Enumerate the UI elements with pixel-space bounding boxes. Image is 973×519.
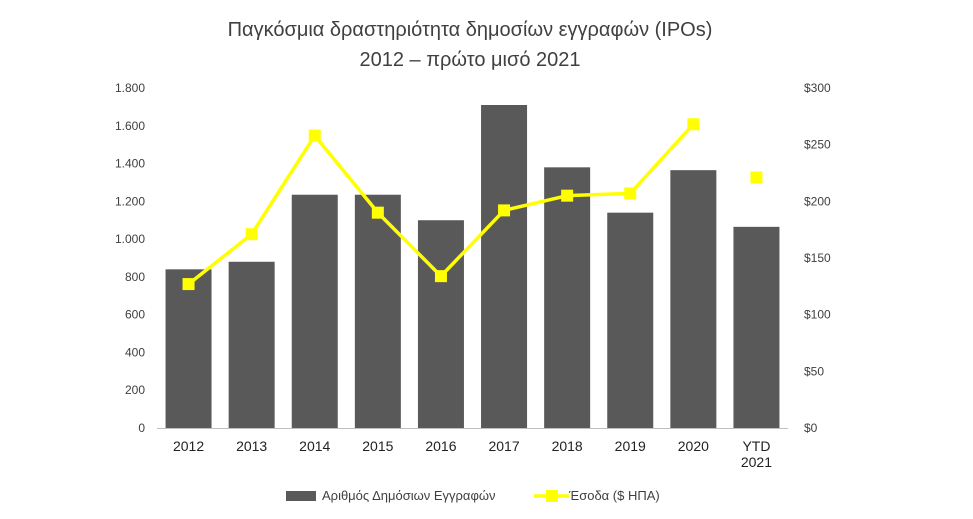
category-label: 2014: [299, 438, 330, 454]
right-tick-label: $200: [804, 194, 831, 208]
legend-bar-swatch: [286, 491, 316, 501]
left-tick-label: 400: [125, 345, 145, 359]
left-tick-label: 800: [125, 270, 145, 284]
line-point: [434, 270, 447, 283]
legend-bar-label: Αριθμός Δημόσιων Εγγραφών: [322, 488, 496, 503]
left-tick-label: 200: [125, 383, 145, 397]
line-point: [498, 204, 511, 217]
right-tick-label: $0: [804, 421, 818, 435]
line-point: [561, 189, 574, 202]
category-label: 2020: [678, 438, 709, 454]
right-tick-label: $150: [804, 251, 831, 265]
right-tick-label: $250: [804, 138, 831, 152]
category-label: 2021: [741, 454, 772, 470]
line-point: [245, 228, 258, 241]
line-point: [624, 187, 637, 200]
left-axis: 0 200 400 600 800 1.000 1.200 1.400 1.600 1.800: [115, 81, 145, 435]
category-label: 2018: [552, 438, 583, 454]
category-label: 2017: [488, 438, 519, 454]
bar: [733, 226, 780, 428]
chart-title-line-1: Παγκόσμια δραστηριότητα δημοσίων εγγραφώ…: [228, 19, 713, 41]
legend-line-marker: [546, 490, 558, 502]
category-label: 2013: [236, 438, 267, 454]
left-tick-label: 1.000: [115, 232, 145, 246]
bar: [670, 170, 717, 428]
legend: Αριθμός Δημόσιων Εγγραφών Έσοδα ($ ΗΠΑ): [286, 488, 660, 503]
line-series: [182, 118, 763, 291]
bar: [417, 220, 464, 428]
bar: [354, 194, 401, 428]
bar: [291, 194, 338, 428]
line-point: [182, 278, 195, 291]
right-axis: $0 $50 $100 $150 $200 $250 $300: [804, 81, 831, 435]
left-tick-label: 1.200: [115, 194, 145, 208]
bar: [607, 212, 654, 428]
bar-series: [165, 105, 780, 429]
bar: [165, 269, 212, 428]
x-axis: 2012 2013 2014 2015 2016 2017 2018 2019 2020 YTD2…: [173, 438, 772, 470]
category-label: 2015: [362, 438, 393, 454]
line-point: [308, 129, 321, 142]
category-label: 2016: [425, 438, 456, 454]
chart-title-line-2: 2012 – πρώτο μισό 2021: [359, 49, 580, 71]
bar: [228, 261, 275, 428]
category-label: YTD: [742, 438, 770, 454]
left-tick-label: 0: [138, 421, 145, 435]
legend-line-label: Έσοδα ($ ΗΠΑ): [568, 488, 660, 503]
right-tick-label: $300: [804, 81, 831, 95]
bar: [481, 105, 528, 428]
left-tick-label: 1.800: [115, 81, 145, 95]
line-point: [371, 206, 384, 219]
right-tick-label: $50: [804, 364, 824, 378]
left-tick-label: 1.600: [115, 119, 145, 133]
left-tick-label: 600: [125, 308, 145, 322]
right-tick-label: $100: [804, 308, 831, 322]
line-point: [750, 171, 763, 184]
category-label: 2019: [615, 438, 646, 454]
bar: [544, 167, 591, 429]
left-tick-label: 1.400: [115, 157, 145, 171]
category-label: 2012: [173, 438, 204, 454]
line-point: [687, 118, 700, 131]
